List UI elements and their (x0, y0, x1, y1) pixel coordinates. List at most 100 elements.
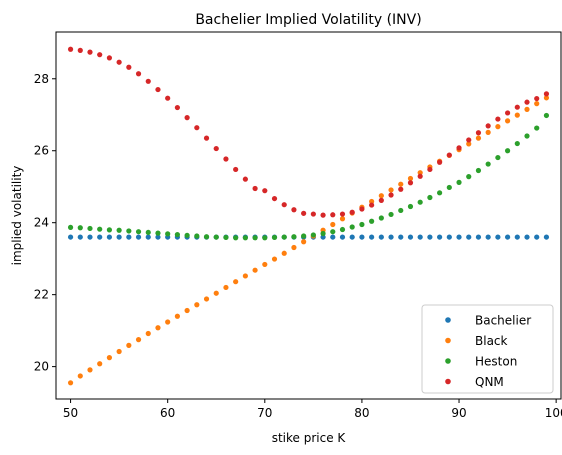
point-bachelier (475, 234, 482, 240)
point-bachelier (87, 234, 93, 240)
legend: Bachelier Black Heston QNM (421, 304, 554, 394)
point-black (184, 307, 190, 314)
point-black (203, 296, 210, 302)
point-black (301, 239, 307, 245)
point-qnm (106, 55, 113, 61)
point-heston (67, 224, 74, 230)
x-tick-label: 90 (451, 406, 466, 420)
point-black (116, 348, 122, 355)
point-heston (456, 179, 462, 185)
point-heston (97, 226, 103, 232)
point-bachelier (349, 234, 355, 240)
point-heston (378, 215, 384, 221)
point-heston (339, 226, 346, 233)
point-black (524, 106, 530, 112)
point-bachelier (320, 234, 326, 240)
legend-marker-qnm (445, 378, 451, 385)
point-heston (320, 230, 326, 237)
point-qnm (184, 115, 190, 121)
point-qnm (466, 137, 472, 143)
point-heston (223, 234, 229, 241)
legend-label-bachelier: Bachelier (475, 314, 531, 328)
point-qnm (194, 125, 200, 131)
point-black (155, 325, 161, 331)
point-black (262, 261, 268, 268)
y-axis-ticks: 20 22 24 26 28 (34, 72, 56, 374)
point-heston (77, 225, 83, 231)
point-heston (310, 232, 316, 238)
point-heston (116, 227, 122, 233)
y-tick-label: 20 (34, 360, 49, 374)
x-tick-label: 60 (160, 406, 175, 420)
point-black (242, 273, 248, 279)
point-bachelier (97, 234, 103, 240)
point-qnm (310, 211, 316, 217)
point-bachelier (359, 234, 365, 240)
point-heston (514, 140, 520, 147)
point-black (67, 380, 74, 386)
point-black (87, 367, 93, 373)
x-axis-label: stike price K (272, 431, 347, 445)
point-heston (504, 148, 511, 154)
point-qnm (242, 176, 248, 182)
point-qnm (388, 192, 394, 198)
point-heston (485, 161, 491, 167)
point-qnm (349, 209, 355, 215)
point-heston (330, 229, 336, 235)
point-qnm (97, 52, 103, 58)
point-heston (252, 235, 258, 241)
point-black (213, 290, 219, 296)
point-black (77, 373, 83, 379)
point-bachelier (485, 234, 491, 240)
point-bachelier (378, 234, 384, 240)
point-qnm (495, 116, 501, 122)
point-black (466, 141, 472, 147)
point-black (281, 250, 287, 256)
point-heston (446, 184, 452, 191)
point-qnm (534, 95, 540, 102)
point-qnm (524, 99, 530, 105)
point-qnm (504, 110, 511, 116)
point-black (543, 95, 550, 101)
point-bachelier (126, 234, 132, 240)
plot-frame (55, 31, 562, 400)
point-heston (87, 225, 93, 232)
point-bachelier (504, 234, 511, 240)
point-heston (388, 211, 394, 218)
point-heston (213, 234, 219, 240)
point-qnm (135, 71, 142, 77)
legend-label-qnm: QNM (475, 375, 504, 389)
point-black (271, 256, 278, 262)
x-tick-label: 70 (257, 406, 272, 420)
point-black (504, 118, 511, 124)
legend-marker-bachelier (445, 317, 451, 323)
point-bachelier (145, 234, 151, 240)
point-qnm (213, 145, 219, 152)
point-bachelier (456, 234, 462, 240)
point-heston (242, 235, 248, 241)
point-heston (349, 224, 355, 230)
point-heston (281, 234, 287, 240)
point-qnm (330, 212, 336, 218)
point-bachelier (495, 234, 501, 240)
point-qnm (485, 123, 491, 129)
point-qnm (165, 95, 171, 101)
point-bachelier (135, 234, 142, 240)
point-qnm (126, 64, 132, 70)
point-black (495, 124, 501, 130)
point-bachelier (369, 234, 375, 240)
point-qnm (543, 91, 550, 97)
point-qnm (67, 46, 74, 52)
point-qnm (437, 159, 443, 165)
point-qnm (407, 180, 414, 186)
point-black (330, 221, 336, 228)
series-heston (67, 112, 550, 241)
point-bachelier (514, 234, 520, 240)
point-heston (291, 234, 297, 240)
point-qnm (378, 197, 384, 203)
point-heston (495, 154, 501, 161)
series-qnm (67, 46, 550, 218)
point-heston (398, 207, 404, 214)
point-black (194, 302, 200, 308)
